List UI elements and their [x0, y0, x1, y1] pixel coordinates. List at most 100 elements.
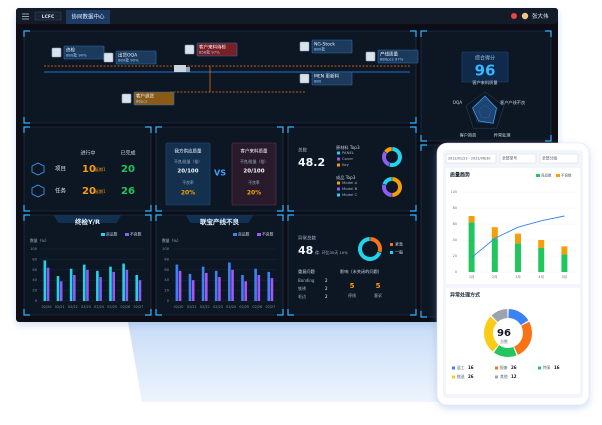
x-tick-label: 3月 — [515, 275, 521, 279]
column-header: 进行中 — [80, 150, 95, 157]
row-name: 任务 — [55, 187, 67, 195]
bar — [515, 233, 521, 244]
score-box — [461, 51, 509, 83]
filter-select[interactable] — [539, 153, 579, 164]
row-icon — [31, 184, 45, 198]
panel-corner — [145, 205, 152, 212]
column-header: 已完成 — [120, 150, 135, 157]
filter-select[interactable] — [499, 153, 537, 164]
radar-shape — [472, 95, 497, 124]
bar — [468, 216, 475, 223]
panel-corner — [420, 30, 427, 37]
total-label: 总数 — [298, 147, 307, 154]
bar — [191, 280, 195, 301]
panel-corner — [23, 205, 30, 212]
flow-node-detail: 880 — [314, 79, 322, 84]
panel — [420, 30, 552, 142]
radar-axis-label: OQA — [453, 100, 463, 105]
total-value: 48 — [298, 244, 313, 257]
panel-corner — [287, 126, 294, 133]
card-title: 异常处理方式 — [450, 292, 480, 299]
panel-corner — [410, 214, 417, 221]
monitor-stand — [128, 322, 446, 402]
flow-node — [196, 42, 238, 57]
legend-label: 良品数 — [541, 173, 552, 178]
axis-label: 数量（%） — [30, 238, 49, 243]
radar-axis-label: 异常处理 — [494, 131, 512, 138]
x-tick-label: 02/27 — [134, 305, 144, 309]
legend-swatch — [495, 366, 498, 370]
flow-box-icon — [121, 93, 132, 104]
nav-tab[interactable] — [66, 10, 110, 24]
bar — [69, 268, 73, 301]
y-tick-label: 80 — [164, 257, 169, 261]
flow-node — [311, 39, 353, 54]
compare-metric: 不良率 — [182, 180, 194, 185]
panel-corner — [545, 135, 552, 142]
issue-count: 2 — [325, 286, 328, 291]
card — [446, 168, 580, 284]
issue-count: 2 — [325, 278, 328, 283]
legend-swatch — [125, 233, 129, 236]
x-tick-label: 02/21 — [187, 305, 197, 309]
y-tick-label: 40 — [453, 238, 457, 242]
bar — [43, 260, 47, 301]
y-tick-label: 100 — [162, 247, 170, 251]
legend-value: 16 — [468, 365, 474, 370]
avatar — [521, 12, 529, 20]
truck-icon — [174, 65, 186, 72]
done-count: 26 — [121, 186, 135, 197]
donut-segment — [484, 316, 499, 352]
panel-corner — [23, 214, 30, 221]
legend-label: 紧急 — [395, 241, 403, 247]
bar — [73, 275, 76, 301]
legend-swatch — [233, 233, 237, 236]
panel-corner — [145, 126, 152, 133]
panel-corner — [23, 126, 30, 133]
filter: 全部分组 — [542, 156, 557, 161]
legend-value: 16 — [554, 365, 560, 370]
y-tick-label: 20 — [453, 254, 457, 258]
bar — [241, 275, 244, 301]
y-tick-label: 0 — [35, 299, 38, 303]
legend-swatch — [390, 243, 393, 246]
donut-segment — [382, 151, 390, 167]
date-picker[interactable] — [445, 153, 497, 164]
y-tick-label: 0 — [455, 270, 457, 274]
donut-segment — [382, 184, 392, 197]
legend-swatch — [536, 174, 540, 177]
legend-swatch — [337, 187, 340, 191]
bar — [86, 269, 89, 301]
ongoing-count: 10 — [82, 164, 96, 175]
legend-swatch — [452, 375, 455, 379]
bar — [214, 270, 218, 301]
bar — [138, 280, 142, 301]
issue-name: 毛边 — [298, 293, 306, 299]
panel-corner — [23, 309, 30, 316]
y-tick-label: 60 — [164, 268, 169, 272]
row-name: 项目 — [55, 166, 66, 173]
total-value: 48.2 — [298, 156, 325, 169]
compare-value: 20/100 — [243, 169, 264, 175]
bar — [82, 264, 86, 301]
panel-corner — [545, 30, 552, 37]
legend-label: 报废 — [500, 365, 508, 370]
bar — [188, 273, 192, 301]
panel — [287, 126, 417, 212]
compare-metric: 不良/批量（批） — [240, 159, 268, 164]
group-title: 成品 Top3 — [336, 174, 356, 181]
flow-node-label: 客户来料待检 — [199, 44, 226, 51]
panel-corner — [420, 135, 427, 142]
impact-label: 客诉 — [374, 292, 382, 298]
bar — [99, 277, 102, 301]
bar — [254, 268, 257, 301]
flow-node-label: 出货OQA — [118, 52, 138, 59]
legend-label: 一般 — [395, 249, 403, 255]
legend-value: 12 — [511, 374, 517, 379]
issue-name: 铁锈 — [298, 285, 306, 291]
panel-corner — [410, 205, 417, 212]
group-title: 原材料 Top3 — [336, 144, 360, 151]
impact-count: 5 — [376, 282, 381, 290]
group-item: Key — [342, 162, 350, 167]
